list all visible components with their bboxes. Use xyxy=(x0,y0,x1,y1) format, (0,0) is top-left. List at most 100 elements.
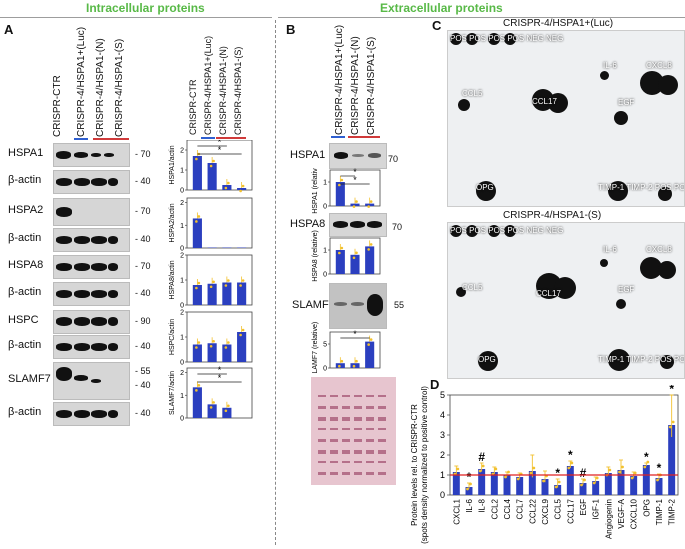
a-blot-band xyxy=(56,317,72,326)
data-point xyxy=(557,480,561,484)
bar xyxy=(516,477,524,495)
data-point xyxy=(355,200,358,203)
bar xyxy=(365,203,375,206)
ponceau-band xyxy=(318,472,326,475)
bar xyxy=(365,246,375,274)
a-blot-band xyxy=(74,343,90,351)
b-blot-label-slamf7: SLAMF7 xyxy=(292,299,335,311)
array1-membrane: POS POS POS POS NEG NEG IL-6 CXCL8 CCL5 … xyxy=(447,30,685,207)
data-point xyxy=(224,284,228,287)
array2-spot-pos5 xyxy=(660,355,674,369)
ponceau-band xyxy=(318,450,326,454)
bar xyxy=(365,341,375,368)
a-blot-label: β-actin xyxy=(8,339,42,351)
category-label: CCL17 xyxy=(566,498,575,523)
array2-spot-ccl5 xyxy=(456,287,466,297)
y-tick-label: 1 xyxy=(180,168,184,175)
bar xyxy=(490,472,498,495)
data-point xyxy=(224,409,228,413)
b-blot-label-hspa8: HSPA8 xyxy=(290,218,326,230)
b-band-slamf7-1 xyxy=(334,302,347,306)
array1-title: CRISPR-4/HSPA1+(Luc) xyxy=(503,18,614,29)
data-point xyxy=(340,359,344,363)
array1-spot-pos3 xyxy=(488,33,500,45)
a-blot-band xyxy=(108,343,118,351)
panel-letter-a: A xyxy=(4,22,14,37)
category-label: IGF-1 xyxy=(592,498,601,519)
a-ns-underline xyxy=(93,138,129,140)
significance-marker: * xyxy=(218,373,222,383)
y-axis-label-line2: (spots density normalized to positive co… xyxy=(420,386,429,544)
a-blot-band xyxy=(91,410,107,418)
category-label: CCL22 xyxy=(528,498,537,523)
a-blot-band xyxy=(74,263,90,271)
y-tick-label: 1 xyxy=(180,335,184,342)
category-label: CXCL9 xyxy=(541,498,550,524)
a-quant-lane-4: CRISPR-4/HSPA1-(S) xyxy=(233,46,243,135)
data-point xyxy=(481,464,485,468)
ponceau-band xyxy=(354,472,362,475)
ponceau-band xyxy=(318,406,326,409)
data-point xyxy=(224,186,228,190)
ponceau-band xyxy=(354,450,362,454)
data-point xyxy=(618,470,621,474)
y-axis-label: HSPC/actin xyxy=(169,319,176,355)
data-point xyxy=(456,467,460,471)
category-label: CCL2 xyxy=(490,498,499,519)
data-point xyxy=(197,384,201,387)
a-blot-band xyxy=(91,153,101,157)
bar xyxy=(192,387,202,418)
y-axis-label: Protein levels rel. to CRISPR-CTR xyxy=(410,404,419,526)
data-point xyxy=(239,333,242,337)
category-label: CCL5 xyxy=(554,498,563,519)
category-label: VEGF-A xyxy=(617,498,626,528)
ponceau-band xyxy=(342,406,350,409)
bar xyxy=(541,479,549,495)
ponceau-band xyxy=(330,461,338,463)
array1-spot-ccl17b xyxy=(548,93,568,113)
data-point xyxy=(507,470,510,474)
bar xyxy=(192,218,202,248)
array2-title: CRISPR-4/HSPA1-(S) xyxy=(503,210,602,221)
category-label: TIMP-2 xyxy=(668,498,677,525)
array1-label-ccl17: CCL17 xyxy=(532,97,557,106)
a-blot-band xyxy=(108,317,118,326)
y-tick-label: 0 xyxy=(323,204,327,211)
y-tick-label: 2 xyxy=(440,450,445,460)
header-rule-left xyxy=(0,17,272,18)
a-blot-band xyxy=(91,317,107,326)
array1-label-ccl5: CCL5 xyxy=(462,89,483,98)
a-lane-label-2: CRISPR-4/HSPA1+(Luc) xyxy=(76,26,87,137)
significance-marker: # xyxy=(478,450,485,464)
ponceau-band xyxy=(354,395,362,397)
bar xyxy=(655,478,663,495)
a-lane-label-1: CRISPR-CTR xyxy=(52,75,63,137)
significance-marker: * xyxy=(467,470,472,484)
ponceau-band xyxy=(318,439,326,442)
y-tick-label: 0 xyxy=(180,303,184,310)
b-mw-hspa1: 70 xyxy=(388,154,399,164)
bar xyxy=(192,156,202,190)
bar xyxy=(222,344,232,362)
header-intracellular: Intracellular proteins xyxy=(86,1,205,15)
ponceau-band xyxy=(354,417,362,421)
a-blot-label: SLAMF7 xyxy=(8,373,51,385)
data-point xyxy=(209,164,213,168)
a-mw-marker: - 40 xyxy=(135,234,151,244)
bar xyxy=(207,404,217,418)
significance-marker: * xyxy=(644,450,649,464)
data-point xyxy=(630,476,634,480)
b-lane-label-1: CRISPR-4/HSPA1+(Luc) xyxy=(334,24,345,135)
data-point xyxy=(646,460,650,464)
a-blot-band xyxy=(74,236,90,244)
a-blot-band xyxy=(108,236,118,244)
data-point xyxy=(671,420,675,424)
array2-spot-pos4 xyxy=(504,225,516,237)
a-blot xyxy=(53,228,130,252)
a-mw-marker: - 70 xyxy=(135,149,151,159)
a-blot-band xyxy=(56,178,72,186)
data-point xyxy=(338,183,341,187)
a-mw-marker: - 40 xyxy=(135,408,151,418)
y-axis-label: SLAMF7 (relative) xyxy=(312,322,319,373)
array2-label-timp: TIMP-1 TIMP-2 POS POS xyxy=(598,355,685,364)
